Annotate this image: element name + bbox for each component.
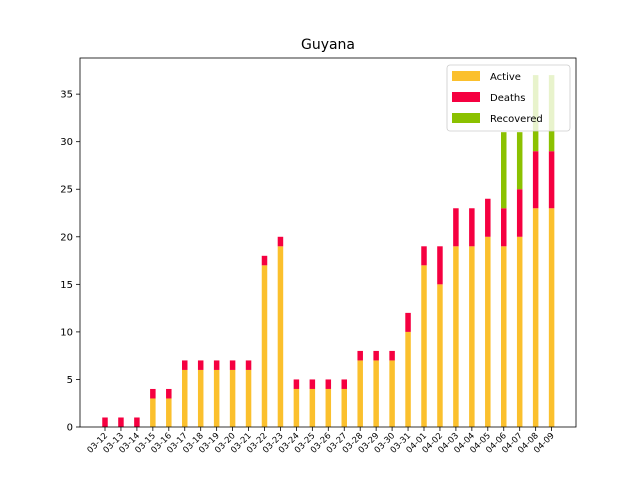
bar-recovered-04-06	[501, 132, 507, 209]
x-axis: 03-1203-1303-1403-1503-1603-1703-1803-19…	[86, 427, 557, 456]
bar-deaths-04-05	[485, 198, 491, 237]
y-tick-label: 5	[67, 375, 73, 386]
bar-active-03-15	[150, 398, 156, 427]
bar-deaths-03-23	[277, 236, 284, 247]
bar-active-03-31	[405, 331, 411, 427]
bar-deaths-03-21	[245, 360, 252, 370]
bar-active-03-21	[245, 369, 252, 427]
bar-deaths-03-12	[102, 417, 108, 427]
bar-active-04-05	[485, 236, 491, 427]
bar-active-03-23	[277, 246, 284, 427]
bar-active-03-22	[261, 265, 268, 427]
bar-recovered-04-07	[516, 132, 523, 190]
bar-deaths-03-19	[213, 360, 220, 370]
bar-deaths-03-22	[261, 255, 268, 266]
bar-deaths-03-14	[134, 417, 140, 427]
bar-active-04-04	[469, 246, 475, 427]
bar-deaths-03-16	[166, 388, 172, 399]
bar-active-03-20	[229, 369, 236, 427]
bar-deaths-03-18	[197, 360, 204, 370]
y-tick-label: 30	[60, 137, 73, 148]
bar-active-04-09	[548, 208, 555, 427]
bar-deaths-03-15	[150, 388, 156, 399]
bar-deaths-03-27	[341, 379, 347, 389]
legend-label-recovered: Recovered	[490, 114, 543, 125]
y-tick-label: 20	[60, 232, 73, 243]
bar-active-03-29	[373, 360, 379, 427]
chart-title: Guyana	[301, 37, 355, 53]
bar-active-03-19	[213, 369, 220, 427]
bar-deaths-03-17	[182, 360, 188, 370]
bar-active-03-24	[293, 388, 300, 427]
bar-deaths-03-26	[325, 379, 332, 389]
y-tick-label: 35	[60, 90, 73, 101]
bar-active-04-02	[437, 284, 443, 427]
y-tick-label: 0	[67, 423, 73, 434]
bar-active-04-07	[516, 236, 523, 427]
bar-deaths-03-24	[293, 379, 300, 389]
legend-swatch-recovered	[452, 113, 480, 123]
legend-label-active: Active	[490, 72, 521, 83]
bar-deaths-04-03	[453, 208, 459, 247]
bar-active-04-01	[421, 265, 427, 427]
bar-active-03-30	[389, 360, 395, 427]
bar-active-03-17	[182, 369, 188, 427]
bar-active-04-03	[453, 246, 459, 427]
bar-deaths-04-04	[469, 208, 475, 247]
bar-deaths-03-30	[389, 350, 395, 361]
bar-active-04-08	[532, 208, 539, 427]
bar-active-03-26	[325, 388, 332, 427]
bar-deaths-03-31	[405, 312, 411, 332]
bar-deaths-03-20	[229, 360, 236, 370]
y-axis: 0 5 10 15 20 25 30 35	[60, 90, 80, 434]
bar-deaths-04-09	[548, 151, 555, 209]
y-tick-label: 10	[60, 327, 73, 338]
legend: Active Deaths Recovered	[446, 64, 571, 132]
bar-active-03-28	[357, 360, 363, 427]
bars-layer	[102, 75, 555, 427]
bar-deaths-04-06	[501, 208, 507, 247]
bar-active-03-16	[166, 398, 172, 427]
y-tick-label: 15	[60, 280, 73, 291]
legend-label-deaths: Deaths	[490, 93, 525, 104]
bar-deaths-03-28	[357, 350, 363, 361]
bar-active-03-25	[309, 388, 316, 427]
legend-swatch-active	[452, 71, 480, 81]
bar-deaths-03-25	[309, 379, 316, 389]
bar-active-03-18	[197, 369, 204, 427]
bar-deaths-03-13	[118, 417, 124, 427]
bar-deaths-04-08	[532, 151, 539, 209]
bar-deaths-04-01	[421, 246, 427, 266]
bar-active-04-06	[501, 246, 507, 427]
y-tick-label: 25	[60, 185, 73, 196]
bar-deaths-03-29	[373, 350, 379, 361]
legend-swatch-deaths	[452, 92, 480, 102]
plot-frame	[79, 57, 577, 428]
bar-active-03-27	[341, 388, 347, 427]
bar-deaths-04-02	[437, 246, 443, 285]
bar-deaths-04-07	[516, 189, 523, 237]
